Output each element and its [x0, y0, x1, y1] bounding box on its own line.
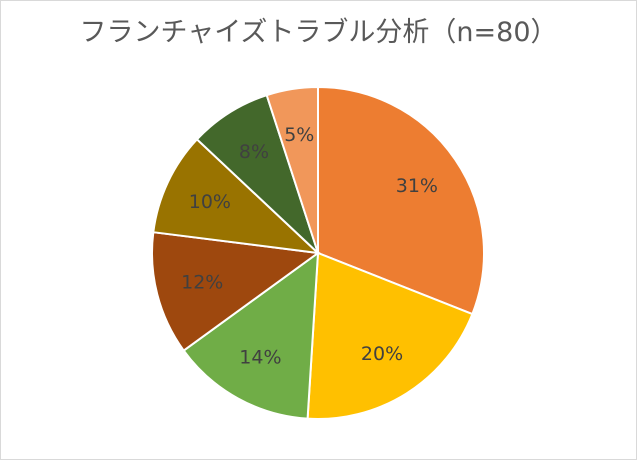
chart-title: フランチャイズトラブル分析（n=80）: [79, 17, 558, 48]
data-label-1: 20%: [361, 343, 403, 365]
pie-slice-3: [151, 231, 321, 352]
data-label-6: 5%: [284, 124, 314, 146]
pie-slice-2: [182, 250, 320, 420]
data-label-5: 8%: [239, 141, 269, 163]
data-label-0: 31%: [396, 175, 438, 197]
data-label-2: 14%: [239, 347, 281, 369]
pie-slice-6: [265, 85, 319, 254]
data-label-3: 12%: [181, 272, 223, 294]
pie-slice-1: [306, 251, 474, 420]
pie-slice-0: [317, 85, 485, 316]
pie-slice-4: [152, 137, 321, 255]
data-label-4: 10%: [189, 191, 231, 213]
